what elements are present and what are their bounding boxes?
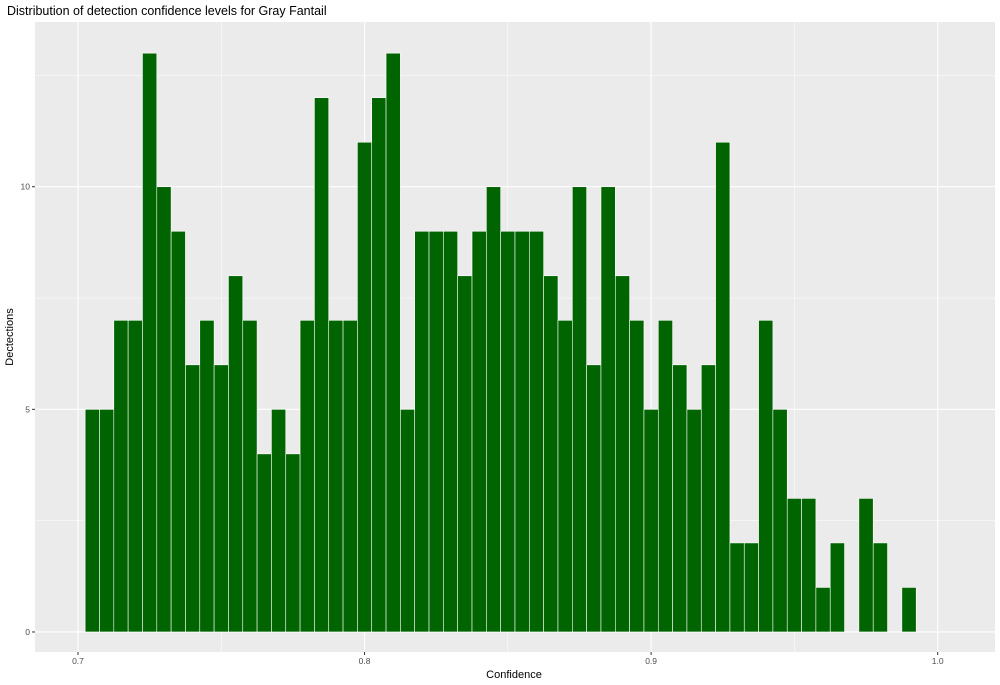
histogram-bar — [471, 230, 487, 633]
histogram-bar — [170, 230, 186, 633]
histogram-bar — [199, 320, 215, 633]
histogram-bar — [127, 320, 143, 633]
histogram-bar — [572, 186, 587, 633]
bars-layer — [84, 52, 917, 633]
histogram-bar — [729, 542, 745, 633]
histogram-bar — [142, 52, 158, 633]
histogram-bar — [801, 498, 817, 633]
histogram-bar — [715, 141, 731, 633]
histogram-bar — [299, 320, 315, 633]
histogram-bar — [543, 275, 559, 633]
histogram-bar — [643, 409, 659, 633]
histogram-bar — [686, 409, 702, 633]
x-axis: 0.7 0.8 0.9 1.0 — [72, 652, 944, 666]
histogram-bar — [486, 186, 501, 633]
histogram-bar — [758, 320, 774, 633]
histogram-bar — [99, 409, 115, 633]
histogram-bar — [457, 275, 473, 633]
x-tick-label: 0.7 — [72, 656, 84, 666]
histogram-bar — [400, 409, 416, 633]
histogram-bar — [657, 320, 673, 633]
histogram-bar — [285, 453, 301, 633]
histogram-bar — [700, 364, 716, 633]
histogram-bar — [385, 52, 401, 633]
chart-title: Distribution of detection confidence lev… — [7, 4, 327, 18]
histogram-bar — [829, 542, 845, 633]
x-tick-label: 0.9 — [645, 656, 657, 666]
histogram-bar — [815, 587, 831, 633]
histogram-bar — [84, 409, 100, 633]
histogram-bar — [514, 230, 530, 633]
y-tick-label: 5 — [25, 404, 30, 414]
y-axis-label: Dectections — [4, 308, 16, 366]
histogram-bar — [872, 542, 888, 633]
y-tick-label: 0 — [25, 627, 30, 637]
histogram-bar — [113, 320, 129, 633]
histogram-bar — [586, 364, 602, 633]
histogram-bar — [271, 409, 287, 633]
histogram-bar — [629, 320, 645, 633]
histogram-bar — [185, 364, 201, 633]
histogram-bar — [328, 320, 344, 633]
x-tick-label: 1.0 — [932, 656, 944, 666]
y-tick-label: 10 — [21, 182, 31, 192]
histogram-bar — [242, 320, 258, 633]
histogram-bar — [256, 453, 272, 633]
histogram-bar — [858, 498, 874, 633]
y-axis: 0 5 10 — [21, 182, 35, 637]
histogram-bar — [614, 275, 630, 633]
histogram-bar — [314, 97, 330, 633]
histogram-bar — [557, 320, 573, 633]
histogram-bar — [443, 230, 458, 633]
histogram-bar — [901, 587, 917, 633]
histogram-bar — [772, 409, 788, 633]
histogram-bar — [500, 230, 516, 633]
x-tick-label: 0.8 — [359, 656, 371, 666]
histogram-bar — [672, 364, 688, 633]
histogram-bar — [228, 275, 244, 633]
histogram-bar — [213, 364, 229, 633]
histogram-bar — [428, 230, 444, 633]
x-axis-label: Confidence — [486, 669, 542, 681]
histogram-bar — [600, 186, 616, 633]
histogram-bar — [342, 320, 358, 633]
histogram-bar — [529, 230, 544, 633]
histogram-bar — [156, 186, 172, 633]
histogram-bar — [743, 542, 759, 633]
histogram-bar — [371, 97, 387, 633]
histogram-bar — [414, 230, 430, 633]
histogram-bar — [357, 141, 373, 633]
histogram-bar — [786, 498, 802, 633]
